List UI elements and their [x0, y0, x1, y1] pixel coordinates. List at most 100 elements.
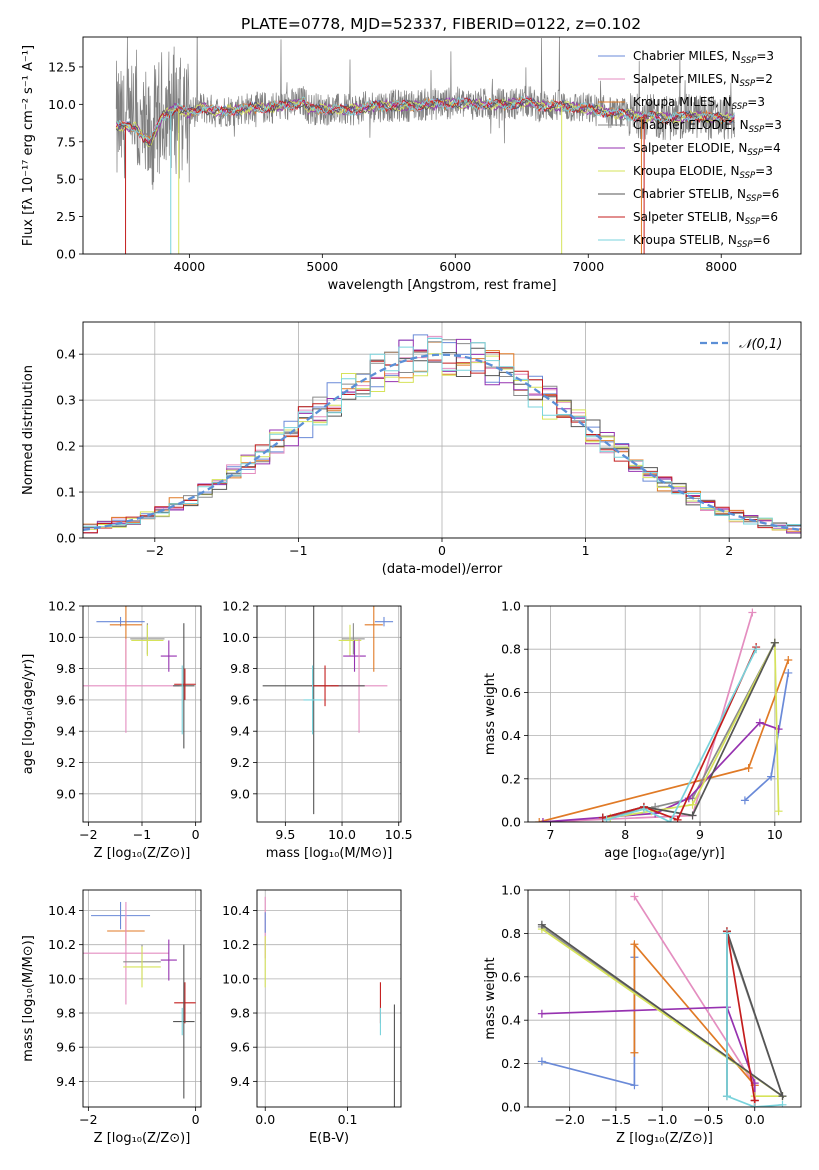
- plot-area-spectrum: [115, 37, 735, 254]
- weight-series-line: [726, 933, 783, 1107]
- weight-series-line: [606, 648, 757, 822]
- panel-spectrum: 4000 5000 6000 7000 8000 0.0 2.5 5.0 7.5 10.0 12.5…: [21, 36, 802, 293]
- weight-series-line: [602, 642, 776, 819]
- y-tick-label: 10.0: [48, 971, 76, 986]
- legend-model: Salpeter MILES, N: [633, 72, 740, 86]
- legend-model: Salpeter ELODIE, N: [633, 141, 747, 155]
- y-tick-label: 10.2: [48, 937, 76, 952]
- axes-frame: [256, 605, 402, 823]
- y-tick-label: 10.0: [48, 97, 76, 112]
- axes-frame: [82, 36, 802, 255]
- legend-model: Chabrier STELIB, N: [633, 187, 746, 201]
- weight-series-marker: [535, 818, 544, 822]
- y-tick-label: 0.2: [501, 1056, 521, 1071]
- legend-nssp: =6: [762, 187, 780, 201]
- weight-series-marker: [538, 818, 547, 822]
- x-tick-label: −2: [79, 1112, 97, 1127]
- y-tick-label: 0.4: [56, 347, 76, 362]
- y-tick-label: 9.4: [56, 724, 76, 739]
- weight-series-marker: [673, 815, 682, 822]
- x-axis-label: E(B-V): [309, 1131, 349, 1146]
- plot-area-age_vs_Z: [83, 606, 201, 822]
- errorbar-point: [338, 624, 362, 657]
- axes-frame: [256, 889, 402, 1108]
- x-axis-label: Z [log₁₀(Z/Z⊙)]: [94, 1131, 191, 1146]
- x-tick-label: 7: [546, 827, 554, 842]
- errorbar-point: [311, 665, 339, 707]
- y-tick-label: 10.0: [222, 971, 250, 986]
- errorbar-point: [83, 901, 169, 1005]
- legend-label: Chabrier ELODIE, NSSP=3: [633, 118, 782, 135]
- legend-label: Kroupa MILES, NSSP=3: [633, 95, 765, 112]
- legend-model: Kroupa ELODIE, N: [633, 164, 740, 178]
- panel-residuals: −2 −1 0 1 2 0.0 0.1 0.2 0.3 0.4 (data-model)/error…: [21, 321, 802, 577]
- y-tick-label: 9.4: [230, 1074, 250, 1089]
- weight-series-line: [541, 1006, 756, 1101]
- y-tick-label: 0.6: [501, 685, 521, 700]
- plot-area-weight_vs_age: [528, 606, 801, 822]
- y-tick-label: 10.2: [222, 937, 250, 952]
- y-tick-label: 9.8: [56, 1006, 76, 1021]
- weight-series-marker: [639, 805, 648, 814]
- legend-subscript: SSP: [747, 148, 763, 158]
- errorbar-point: [342, 623, 365, 655]
- x-tick-label: −1.0: [647, 1112, 677, 1127]
- plot-area-mass_vs_Z: [83, 890, 201, 1107]
- y-tick-label: 9.8: [230, 1006, 250, 1021]
- y-tick-label: 0.0: [56, 247, 76, 262]
- weight-series-line: [602, 646, 757, 821]
- legend-subscript: SSP: [732, 102, 748, 112]
- y-tick-label: 2.5: [56, 209, 76, 224]
- x-tick-label: −2.0: [554, 1112, 584, 1127]
- axes-frame: [82, 605, 202, 823]
- x-axis-label: mass [log₁₀(M/M⊙)]: [266, 846, 393, 861]
- errorbar-point: [173, 944, 195, 1099]
- x-tick-label: 4000: [173, 259, 205, 274]
- y-tick-label: 0.4: [501, 1013, 521, 1028]
- legend-model: Chabrier MILES, N: [633, 49, 741, 63]
- histogram-step-line: [83, 338, 801, 528]
- x-tick-label: 0.0: [745, 1112, 765, 1127]
- weight-series-marker: [748, 608, 757, 617]
- legend-subscript: SSP: [746, 194, 762, 204]
- plot-area-mass_vs_ebv: [257, 890, 401, 1107]
- legend-label: Salpeter ELODIE, NSSP=4: [633, 141, 781, 158]
- x-tick-label: 10.0: [328, 827, 356, 842]
- y-tick-label: 9.6: [230, 692, 250, 707]
- x-tick-label: 7000: [572, 259, 604, 274]
- errorbar-point: [91, 901, 151, 930]
- x-axis-label: age [log₁₀(age/yr)]: [604, 846, 725, 861]
- weight-series-marker: [744, 764, 753, 772]
- legend-subscript: SSP: [745, 217, 761, 227]
- errorbar-point: [174, 668, 196, 700]
- legend-nssp: =6: [753, 233, 771, 247]
- errorbar-point: [83, 638, 180, 733]
- x-tick-label: 8000: [705, 259, 737, 274]
- x-tick-label: 0.1: [338, 1112, 358, 1127]
- y-tick-label: 10.0: [222, 630, 250, 645]
- weight-series-marker: [750, 1103, 759, 1107]
- legend-nssp: =2: [755, 72, 773, 86]
- y-tick-label: 10.2: [222, 599, 250, 614]
- weight-series-marker: [630, 1048, 639, 1057]
- weight-series-marker: [778, 1092, 787, 1101]
- y-tick-label: 0.3: [56, 393, 76, 408]
- y-axis-label: mass weight: [483, 673, 498, 755]
- weight-series-marker: [755, 718, 764, 727]
- legend-subscript: SSP: [741, 56, 757, 66]
- weight-series-marker: [537, 1009, 546, 1018]
- legend-label: Salpeter MILES, NSSP=2: [633, 72, 773, 89]
- y-tick-label: 12.5: [48, 59, 76, 74]
- weight-series-marker: [784, 656, 793, 664]
- y-tick-label: 7.5: [56, 134, 76, 149]
- x-tick-label: 10.5: [385, 827, 413, 842]
- weight-series-marker: [778, 1100, 787, 1107]
- y-axis-label: Normed distribution: [21, 365, 36, 495]
- x-tick-label: 8: [621, 827, 629, 842]
- errorbar-point: [343, 640, 366, 672]
- legend-label: Salpeter STELIB, NSSP=6: [633, 210, 778, 227]
- legend-subscript: SSP: [740, 171, 756, 181]
- weight-series-marker: [740, 796, 749, 805]
- y-tick-label: 9.8: [56, 661, 76, 676]
